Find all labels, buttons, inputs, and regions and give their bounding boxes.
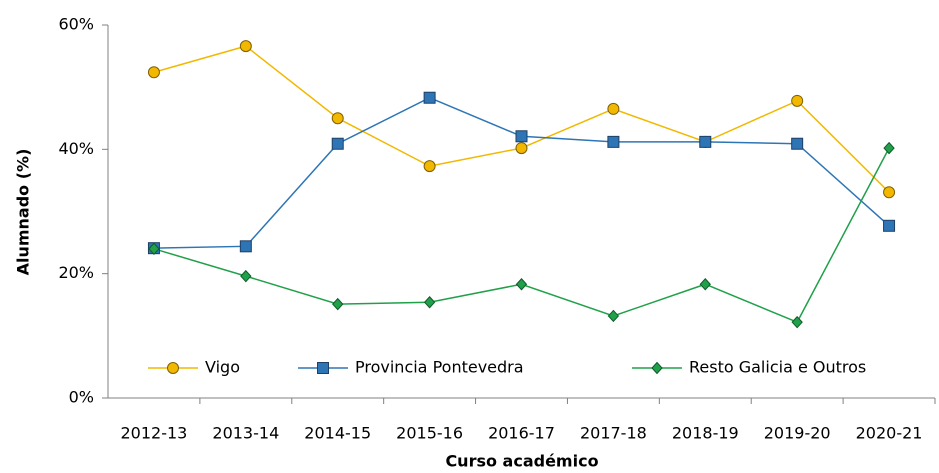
marker [239,40,252,53]
marker [607,102,620,115]
x-tick-label: 2017-18 [580,424,647,443]
marker [651,361,663,375]
y-axis-label: Alumnado (%) [14,149,33,276]
marker [515,277,528,291]
marker [791,315,803,329]
series-line [153,147,890,324]
marker [167,362,179,374]
marker [331,112,344,125]
y-tick-label: 0% [69,388,94,407]
x-tick-label: 2015-16 [396,424,463,443]
marker [883,186,896,199]
marker [515,130,528,143]
y-tick-label: 60% [58,15,94,34]
marker [699,277,711,291]
legend-label: Vigo [205,358,240,377]
marker [332,297,344,311]
x-axis-label: Curso académico [445,452,598,471]
x-tick-label: 2012-13 [121,424,188,443]
marker [515,142,528,155]
marker [148,242,160,256]
series-line [153,96,890,249]
marker [791,94,804,107]
x-tick-label: 2019-20 [764,424,831,443]
legend-label: Provincia Pontevedra [355,358,524,377]
marker [423,91,436,104]
marker [607,135,620,148]
marker [883,141,895,155]
marker [423,296,436,309]
marker [239,240,252,253]
marker [147,66,160,79]
x-tick-label: 2014-15 [304,424,371,443]
x-tick-label: 2020-21 [856,424,923,443]
marker [699,135,712,148]
y-tick-label: 40% [58,139,94,158]
marker [331,137,344,150]
marker [240,269,252,283]
marker [791,137,804,150]
marker [607,309,620,323]
series-line [153,45,890,193]
marker [883,219,896,232]
x-tick-label: 2018-19 [672,424,739,443]
y-tick-label: 20% [58,263,94,282]
marker [317,362,329,374]
marker [423,160,436,173]
x-tick-label: 2016-17 [488,424,555,443]
legend-label: Resto Galicia e Outros [689,358,866,377]
x-tick-label: 2013-14 [212,424,279,443]
